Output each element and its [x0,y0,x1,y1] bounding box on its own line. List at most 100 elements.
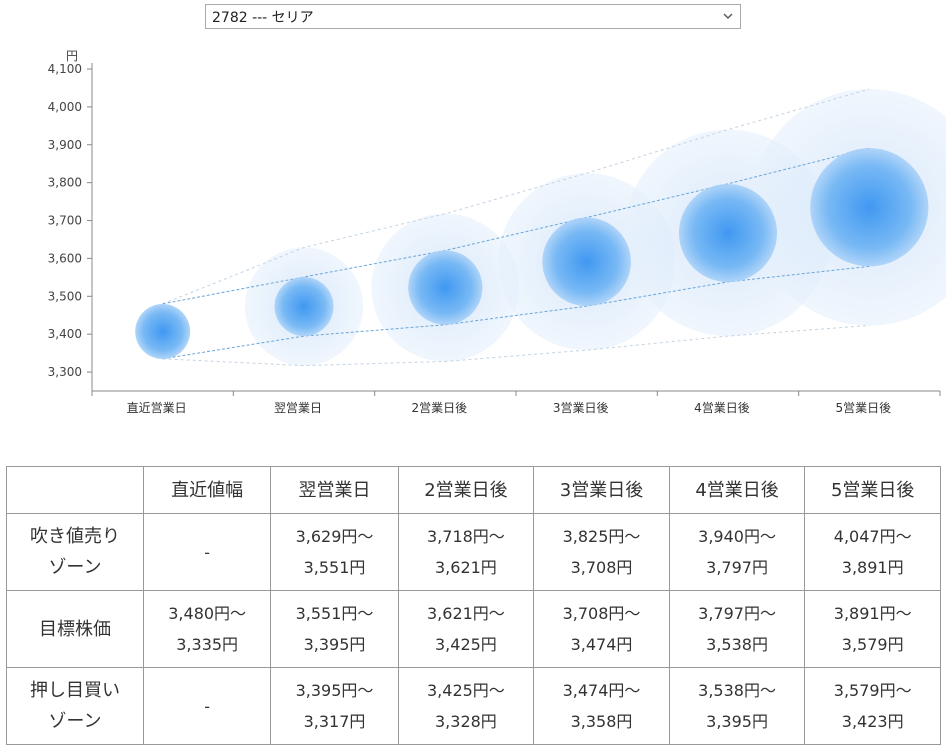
table-cell: 3,718円～ 3,621円 [397,513,535,591]
stock-select-value: 2782 --- セリア [212,9,314,26]
table-header-cell: 直近値幅 [142,466,272,514]
cell-value: 3,395円 [303,635,366,654]
outer-upper-line [162,88,870,305]
core-bubble-3 [542,217,631,307]
y-tick-label: 3,600 [48,251,82,265]
stock-select[interactable]: 2782 --- セリア [205,4,741,29]
table-cell: 3,425円～ 3,328円 [397,667,535,745]
table-cell: 3,538円～ 3,395円 [668,667,806,745]
x-category-label: 3営業日後 [553,401,609,415]
cell-value: 3,551円～ [295,604,374,623]
x-category-label: 2営業日後 [412,401,468,415]
cell-value: 3,629円～ [295,527,374,546]
x-category-label: 5営業日後 [836,401,892,415]
lower-band-line [162,265,870,360]
x-category-label: 直近営業日 [127,401,187,415]
table-cell: 3,940円～ 3,797円 [668,513,806,591]
cell-value: 3,423円 [841,712,904,731]
cell-value: 3,474円～ [562,681,641,700]
cell-value: 3,797円 [706,558,768,577]
chevron-down-icon [723,13,733,19]
cell-value: 3,891円 [841,558,904,577]
cell-value: 3,480円～ [168,604,247,623]
table-cell: 3,480円～ 3,335円 [142,590,272,668]
x-category-label: 4営業日後 [694,401,750,415]
upper-band-line [162,147,870,305]
table-cell: 3,579円～ 3,423円 [804,667,941,745]
table-cell: 3,629円～ 3,551円 [270,513,399,591]
cell-value: 3,317円 [303,712,366,731]
x-category-label: 翌営業日 [274,401,322,415]
row-label-line: ゾーン [48,711,102,732]
y-tick-label: 3,700 [48,214,82,228]
table-cell: 3,708円～ 3,474円 [533,590,670,668]
table-cell: - [142,667,272,745]
y-tick-label: 4,100 [48,62,82,76]
cell-value: - [204,696,211,716]
table-header-cell: 翌営業日 [270,466,399,514]
cell-value: 3,328円 [435,712,497,731]
table-cell: 4,047円～ 3,891円 [804,513,941,591]
table-header-cell: 3営業日後 [533,466,670,514]
table-cell: 3,395円～ 3,317円 [270,667,399,745]
cell-value: 3,538円 [706,635,768,654]
core-bubble-4 [678,183,778,283]
cell-value: 3,797円～ [698,604,776,623]
cell-value: 3,395円～ [295,681,374,700]
row-label: 吹き値売り ゾーン [6,513,144,591]
outer-lower-line [162,324,870,367]
cell-value: 4,047円～ [833,527,912,546]
table-cell: 3,474円～ 3,358円 [533,667,670,745]
cell-value: 3,621円～ [427,604,505,623]
table-cell: 3,551円～ 3,395円 [270,590,399,668]
zone-table: 直近値幅 翌営業日 2営業日後 3営業日後 4営業日後 5営業日後 吹き値売りゾーン - 3,… [6,466,941,745]
row-label-line: 吹き値売り [30,526,120,547]
row-label: 押し目買い ゾーン [6,667,144,745]
table-row: 吹き値売りゾーン - 3,629円～ 3,551円 3,718円～ 3,621円 3,825… [6,513,941,591]
y-tick-label: 3,800 [48,176,82,190]
table-header-row: 直近値幅 翌営業日 2営業日後 3営業日後 4営業日後 5営業日後 [6,466,941,514]
core-bubble-2 [408,250,483,325]
cell-value: - [204,542,211,562]
table-header-cell: 5営業日後 [804,466,941,514]
cell-value: 3,621円 [435,558,497,577]
table-cell: 3,621円～ 3,425円 [397,590,535,668]
cell-value: 3,538円～ [698,681,776,700]
y-tick-label: 4,000 [48,100,82,114]
cell-value: 3,718円～ [427,527,505,546]
cell-value: 3,708円 [570,558,633,577]
forecast-chart: 円 3,300 3,400 3,500 3,600 3,700 3,800 3,900 4,00… [48,49,946,415]
cell-value: 3,551円 [303,558,366,577]
cell-value: 3,395円 [706,712,768,731]
row-label-line: ゾーン [48,557,102,578]
table-header-cell: 4営業日後 [668,466,806,514]
table-row: 押し目買い ゾーン - 3,395円～ 3,317円 3,425円～ 3,328円 3,474… [6,667,941,745]
table-cell: 3,797円～ 3,538円 [668,590,806,668]
cell-value: 3,891円～ [833,604,912,623]
table-header-cell: 2営業日後 [397,466,535,514]
cell-value: 3,708円～ [562,604,641,623]
y-tick-label: 3,500 [48,289,82,303]
table-row: 目標株価 3,480円～ 3,335円 3,551円～ 3,395円 3,621円～ 3,4… [6,590,941,668]
cell-value: 3,825円～ [562,527,641,546]
cell-value: 3,579円～ [833,681,912,700]
cell-value: 3,579円 [841,635,904,654]
table-cell: - [142,513,272,591]
core-bubble-0 [135,304,191,359]
table-cell: 3,825円～ 3,708円 [533,513,670,591]
y-unit-label: 円 [66,49,78,63]
row-label: 目標株価 [6,590,144,668]
y-tick-label: 3,900 [48,138,82,152]
y-tick-label: 3,400 [48,327,82,341]
row-label-line: 目標株価 [39,618,111,640]
y-tick-label: 3,300 [48,365,82,379]
cell-value: 3,474円 [570,635,633,654]
cell-value: 3,425円 [435,635,497,654]
cell-value: 3,358円 [570,712,633,731]
table-cell: 3,891円～ 3,579円 [804,590,941,668]
table-corner-cell [6,466,144,514]
core-bubble-5 [810,148,929,267]
cell-value: 3,335円 [176,635,239,654]
cell-value: 3,940円～ [698,527,776,546]
row-label-line: 押し目買い [30,680,120,701]
